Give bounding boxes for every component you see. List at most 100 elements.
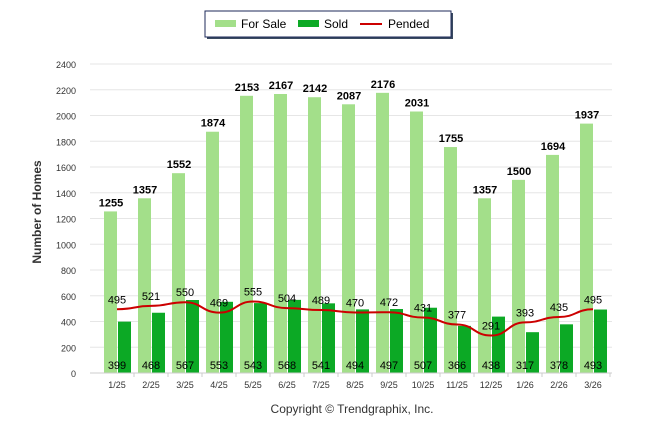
bar-sold (390, 309, 403, 373)
label-for-sale: 1500 (507, 166, 531, 178)
label-pended: 472 (380, 297, 398, 309)
label-pended: 489 (312, 295, 330, 307)
y-tick-label: 600 (61, 292, 76, 302)
y-tick-label: 2200 (56, 86, 76, 96)
label-for-sale: 1552 (167, 159, 191, 171)
bar-for-sale (342, 104, 355, 373)
bar-sold (492, 316, 505, 373)
y-tick-label: 1400 (56, 189, 76, 199)
label-pended: 431 (414, 303, 432, 315)
label-for-sale: 2167 (269, 80, 293, 92)
legend-box (204, 10, 452, 38)
x-tick-label: 11/25 (446, 380, 468, 390)
label-pended: 550 (176, 287, 194, 299)
label-sold: 543 (244, 360, 262, 372)
label-sold: 317 (516, 360, 534, 372)
x-tick-label: 1/26 (516, 380, 534, 390)
legend-label-sold: Sold (324, 17, 348, 31)
y-tick-label: 2000 (56, 112, 76, 122)
label-for-sale: 1937 (575, 110, 599, 122)
line-pended (116, 300, 594, 337)
x-tick-label: 3/26 (584, 380, 602, 390)
bar-sold (288, 299, 301, 373)
x-tick-label: 2/26 (550, 380, 568, 390)
label-pended: 495 (108, 294, 126, 306)
x-tick-label: 2/25 (142, 380, 160, 390)
label-sold: 438 (482, 360, 500, 372)
label-for-sale: 1255 (99, 197, 123, 209)
bar-for-sale (478, 198, 491, 373)
legend-label-pended: Pended (388, 17, 429, 31)
bar-for-sale (580, 123, 593, 373)
bar-for-sale (376, 92, 389, 373)
label-sold: 494 (346, 360, 364, 372)
label-for-sale: 2031 (405, 98, 429, 110)
bar-sold (186, 299, 199, 373)
bar-for-sale (240, 95, 253, 374)
label-for-sale: 2087 (337, 90, 361, 102)
x-tick-label: 8/25 (346, 380, 364, 390)
y-tick-label: 2400 (56, 60, 76, 70)
label-sold: 468 (142, 360, 160, 372)
x-tick-label: 3/25 (176, 380, 194, 390)
legend-label-for-sale: For Sale (241, 17, 287, 31)
bar-for-sale (104, 211, 117, 373)
bar-for-sale (172, 173, 185, 373)
y-tick-label: 1600 (56, 163, 76, 173)
legend-swatch-for-sale (215, 20, 236, 27)
label-pended: 469 (210, 298, 228, 310)
label-sold: 493 (584, 360, 602, 372)
bar-for-sale (274, 93, 287, 373)
bar-for-sale (410, 111, 423, 373)
bar-sold (220, 301, 233, 373)
label-sold: 567 (176, 360, 194, 372)
label-for-sale: 1874 (201, 118, 226, 130)
label-sold: 366 (448, 360, 466, 372)
label-for-sale: 2142 (303, 83, 327, 95)
x-tick-label: 4/25 (210, 380, 228, 390)
copyright-footer: Copyright © Trendgraphix, Inc. (271, 402, 434, 416)
x-tick-label: 7/25 (312, 380, 330, 390)
x-tick-label: 1/25 (108, 380, 126, 390)
legend-swatch-sold (298, 20, 319, 27)
label-sold: 378 (550, 360, 568, 372)
bar-sold (594, 309, 607, 373)
bar-sold (152, 312, 165, 373)
bar-sold (526, 332, 539, 373)
label-for-sale: 1694 (541, 141, 566, 153)
label-for-sale: 2153 (235, 82, 259, 94)
y-tick-label: 1800 (56, 137, 76, 147)
bar-sold (322, 303, 335, 373)
x-tick-label: 5/25 (244, 380, 262, 390)
label-pended: 495 (584, 294, 602, 306)
label-pended: 291 (482, 321, 500, 333)
label-sold: 497 (380, 360, 398, 372)
bar-for-sale (206, 131, 219, 373)
bar-sold (560, 324, 573, 373)
bar-sold (118, 321, 131, 373)
label-pended: 555 (244, 287, 262, 299)
label-pended: 377 (448, 309, 466, 321)
bar-for-sale (308, 97, 321, 373)
legend: For Sale Sold Pended (204, 10, 453, 39)
label-pended: 504 (278, 293, 296, 305)
label-sold: 541 (312, 360, 330, 372)
label-for-sale: 1357 (473, 184, 497, 196)
label-pended: 470 (346, 297, 364, 309)
y-tick-label: 1200 (56, 215, 76, 225)
bar-sold (458, 325, 471, 373)
bar-for-sale (546, 154, 559, 373)
bar-sold (254, 303, 267, 373)
label-pended: 393 (516, 307, 534, 319)
bar-for-sale (444, 147, 457, 373)
bar-for-sale (138, 198, 151, 373)
x-tick-label: 9/25 (380, 380, 398, 390)
label-sold: 568 (278, 360, 296, 372)
label-sold: 399 (108, 360, 126, 372)
label-pended: 435 (550, 302, 568, 314)
y-axis-label: Number of Homes (30, 160, 44, 264)
label-for-sale: 1755 (439, 133, 463, 145)
y-tick-label: 200 (61, 343, 76, 353)
label-for-sale: 2176 (371, 79, 395, 91)
